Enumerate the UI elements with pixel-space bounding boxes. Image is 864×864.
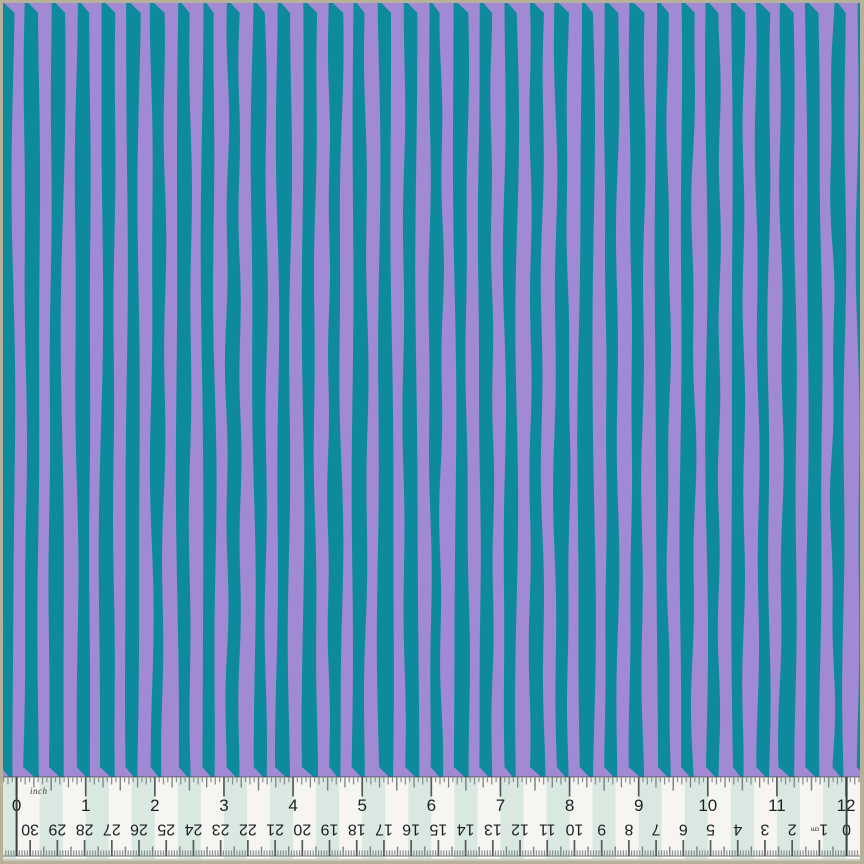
svg-text:30: 30 [21,821,39,838]
svg-text:27: 27 [103,821,121,838]
svg-text:5: 5 [357,796,366,815]
svg-text:18: 18 [348,821,366,838]
svg-text:26: 26 [130,821,148,838]
svg-text:1: 1 [81,796,90,815]
svg-text:11: 11 [539,821,556,838]
svg-text:25: 25 [157,821,175,838]
svg-text:20: 20 [293,821,311,838]
svg-text:10: 10 [698,796,717,815]
svg-text:6: 6 [679,821,688,838]
svg-text:11: 11 [768,796,786,815]
svg-text:13: 13 [484,821,502,838]
fabric-swatch [3,3,860,777]
svg-text:3: 3 [219,796,228,815]
svg-text:16: 16 [402,821,420,838]
svg-text:4: 4 [733,821,742,838]
svg-text:17: 17 [375,821,393,838]
svg-text:29: 29 [48,821,66,838]
svg-text:22: 22 [239,821,257,838]
stripe-pattern [3,3,860,777]
svg-text:12: 12 [511,821,529,838]
svg-text:14: 14 [457,821,475,838]
svg-text:8: 8 [565,796,574,815]
svg-text:4: 4 [288,796,297,815]
svg-text:7: 7 [652,821,661,838]
svg-text:6: 6 [427,796,436,815]
svg-text:9: 9 [597,821,606,838]
svg-text:15: 15 [429,821,447,838]
svg-text:19: 19 [321,821,339,838]
ruler: 0123456789101112302928272625242322212019… [3,777,860,859]
svg-text:2: 2 [788,821,797,838]
svg-text:10: 10 [565,821,583,838]
svg-text:28: 28 [76,821,94,838]
ruler-scales: 0123456789101112302928272625242322212019… [3,777,860,859]
svg-text:8: 8 [624,821,633,838]
svg-text:24: 24 [184,821,202,838]
fabric-ruler-divider [3,776,860,777]
svg-text:9: 9 [634,796,643,815]
svg-text:5: 5 [706,821,715,838]
svg-text:7: 7 [496,796,505,815]
svg-text:21: 21 [266,821,284,838]
inch-unit-label: inch [30,786,48,796]
svg-text:23: 23 [212,821,230,838]
ruler-bottom-edge [3,859,860,861]
svg-text:2: 2 [150,796,159,815]
svg-text:3: 3 [760,821,769,838]
